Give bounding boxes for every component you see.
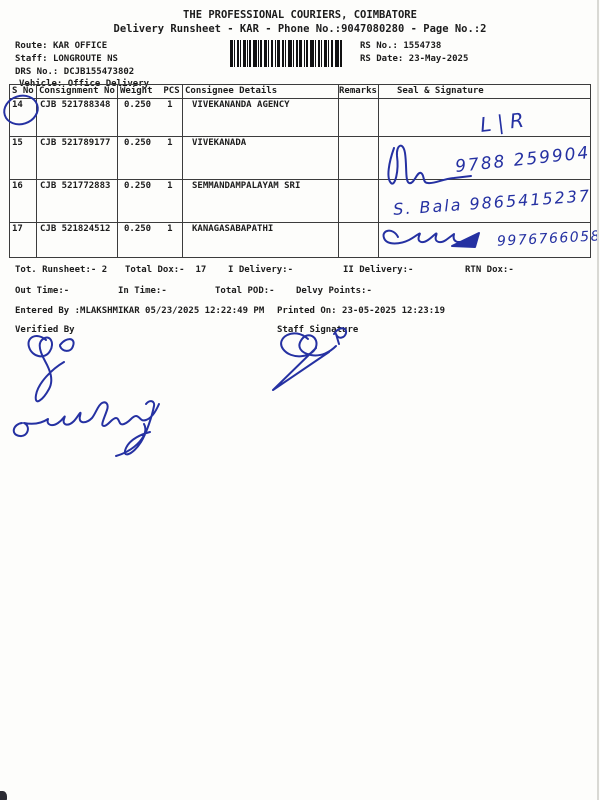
col-header-seal: Seal & Signature [378, 84, 591, 99]
remarks-cell [338, 179, 379, 223]
route-label: Route: [15, 41, 48, 51]
verified-by-label: Verified By [15, 325, 75, 335]
staff-field: Staff: LONGROUTE NS [15, 54, 118, 64]
sno-cell: 14 [9, 98, 37, 137]
rtn-dox: RTN Dox:- [465, 265, 514, 275]
rs-no-value: 1554738 [403, 41, 442, 51]
staff-signature-label: Staff Signature [277, 325, 359, 335]
printed-on: Printed On: 23-05-2025 12:23:19 [277, 306, 445, 316]
rs-date-value: 23-May-2025 [408, 54, 469, 64]
page-title: THE PROFESSIONAL COURIERS, COIMBATORE [183, 9, 417, 21]
scan-corner-mark [0, 791, 7, 800]
weight-pcs-cell: 0.250 1 [117, 98, 183, 137]
i-delivery: I Delivery:- [228, 265, 294, 275]
staff-label: Staff: [15, 54, 48, 64]
verified-by-signature [27, 335, 75, 403]
col-header-consignee: Consignee Details [182, 84, 339, 99]
table-row: 16 CJB 521772883 0.250 1 SEMMANDAMPALAYAM… [9, 179, 591, 223]
consignment-cell: CJB 521772883 [36, 179, 118, 223]
total-dox: Total Dox:- 17 [125, 265, 207, 275]
remarks-cell [338, 222, 379, 258]
remarks-cell [338, 98, 379, 137]
consignment-cell: CJB 521824512 [36, 222, 118, 258]
weight-pcs-cell: 0.250 1 [117, 222, 183, 258]
rs-no-field: RS No.: 1554738 [360, 41, 441, 51]
barcode-icon [230, 40, 342, 67]
col-header-weight-pcs: Weight PCS [117, 84, 183, 99]
table-header-row: S No Consignment No Weight PCS Consignee… [9, 84, 591, 99]
seal-signature-cell [378, 98, 591, 137]
consignment-cell: CJB 521788348 [36, 98, 118, 137]
scan-edge-line [597, 0, 599, 800]
col-header-remarks: Remarks [338, 84, 379, 99]
consignee-cell: SEMMANDAMPALAYAM SRI [182, 179, 339, 223]
consignment-cell: CJB 521789177 [36, 136, 118, 180]
col-header-consignment: Consignment No [36, 84, 118, 99]
bottom-name-scribble [12, 400, 160, 457]
drs-no-label: DRS No.: [15, 67, 59, 77]
consignee-cell: VIVEKANADA [182, 136, 339, 180]
drs-no-value: DCJB155473802 [63, 67, 135, 77]
rs-date-field: RS Date: 23-May-2025 [360, 54, 468, 64]
weight-pcs-cell: 0.250 1 [117, 136, 183, 180]
remarks-cell [338, 136, 379, 180]
ii-delivery: II Delivery:- [343, 265, 414, 275]
consignee-cell: VIVEKANANDA AGENCY [182, 98, 339, 137]
out-time: Out Time:- [15, 286, 70, 296]
sno-cell: 17 [9, 222, 37, 258]
staff-signature [272, 327, 348, 391]
rs-date-label: RS Date: [360, 54, 404, 64]
entered-by: Entered By :MLAKSHMIKAR 05/23/2025 12:22… [15, 306, 265, 316]
sno-cell: 16 [9, 179, 37, 223]
weight-pcs-cell: 0.250 1 [117, 179, 183, 223]
delvy-points: Delvy Points:- [296, 286, 372, 296]
sno-cell: 15 [9, 136, 37, 180]
route-value: KAR OFFICE [52, 41, 108, 51]
drs-no-field: DRS No.: DCJB155473802 [15, 67, 134, 77]
total-pod: Total POD:- [215, 286, 275, 296]
staff-value: LONGROUTE NS [52, 54, 118, 64]
total-runsheet: Tot. Runsheet:- 2 [15, 265, 108, 275]
in-time: In Time:- [118, 286, 167, 296]
page-subtitle: Delivery Runsheet - KAR - Phone No.:9047… [113, 23, 487, 35]
route-field: Route: KAR OFFICE [15, 41, 107, 51]
rs-no-label: RS No.: [360, 41, 398, 51]
col-header-sno: S No [9, 84, 37, 99]
seal-signature-cell [378, 179, 591, 223]
consignee-cell: KANAGASABAPATHI [182, 222, 339, 258]
